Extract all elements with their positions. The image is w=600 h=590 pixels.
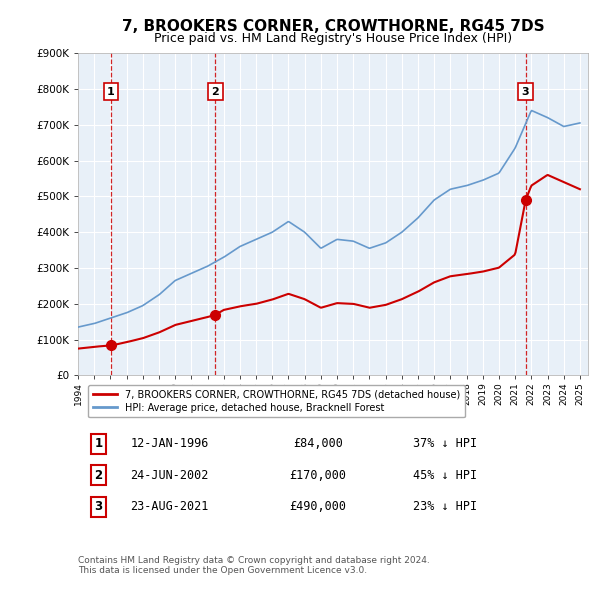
- Text: 37% ↓ HPI: 37% ↓ HPI: [413, 437, 477, 450]
- Text: 1: 1: [107, 87, 115, 97]
- Text: £170,000: £170,000: [289, 469, 346, 482]
- Legend: 7, BROOKERS CORNER, CROWTHORNE, RG45 7DS (detached house), HPI: Average price, d: 7, BROOKERS CORNER, CROWTHORNE, RG45 7DS…: [88, 385, 465, 418]
- Text: 23% ↓ HPI: 23% ↓ HPI: [413, 500, 477, 513]
- Text: Price paid vs. HM Land Registry's House Price Index (HPI): Price paid vs. HM Land Registry's House …: [154, 32, 512, 45]
- Text: £84,000: £84,000: [293, 437, 343, 450]
- Text: 2: 2: [211, 87, 219, 97]
- Text: 7, BROOKERS CORNER, CROWTHORNE, RG45 7DS: 7, BROOKERS CORNER, CROWTHORNE, RG45 7DS: [122, 19, 544, 34]
- Text: 24-JUN-2002: 24-JUN-2002: [131, 469, 209, 482]
- Text: Contains HM Land Registry data © Crown copyright and database right 2024.
This d: Contains HM Land Registry data © Crown c…: [78, 556, 430, 575]
- Text: 2: 2: [94, 469, 103, 482]
- Text: 1: 1: [94, 437, 103, 450]
- Text: 3: 3: [521, 87, 529, 97]
- Text: 3: 3: [94, 500, 103, 513]
- Text: 23-AUG-2021: 23-AUG-2021: [131, 500, 209, 513]
- Text: 45% ↓ HPI: 45% ↓ HPI: [413, 469, 477, 482]
- Text: £490,000: £490,000: [289, 500, 346, 513]
- Text: 12-JAN-1996: 12-JAN-1996: [131, 437, 209, 450]
